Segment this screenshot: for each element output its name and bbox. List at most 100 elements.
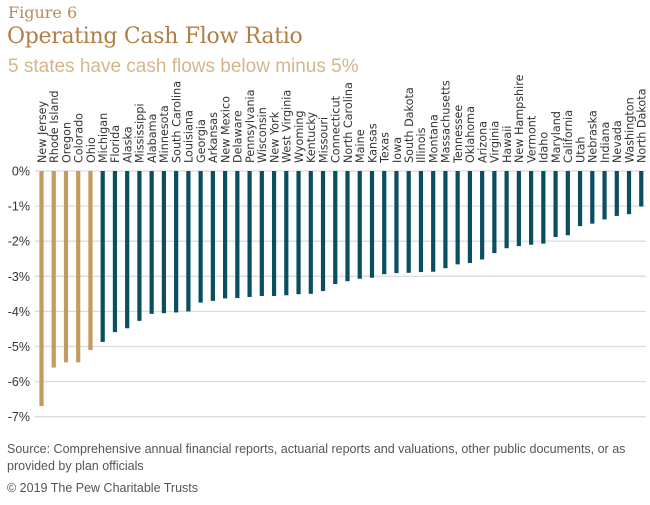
bar-vermont bbox=[529, 171, 534, 245]
y-tick-label: -7% bbox=[8, 410, 30, 424]
bar-michigan bbox=[100, 171, 105, 342]
x-tick-label: Wyoming bbox=[293, 110, 306, 163]
x-tick-label: South Carolina bbox=[170, 81, 183, 163]
y-tick-label: -1% bbox=[8, 200, 30, 214]
bar-delaware bbox=[235, 171, 240, 299]
bar-west-virginia bbox=[284, 171, 289, 296]
bar-arizona bbox=[480, 171, 485, 260]
bar-new-jersey bbox=[39, 171, 44, 407]
bar-connecticut bbox=[333, 171, 338, 285]
x-tick-label: Iowa bbox=[391, 137, 404, 163]
bar-tennessee bbox=[455, 171, 460, 265]
x-tick-label: Mississippi bbox=[134, 103, 147, 163]
y-tick-label: -3% bbox=[8, 270, 30, 284]
x-tick-label: Virginia bbox=[489, 121, 502, 163]
bar-pennsylvania bbox=[247, 171, 252, 298]
bar-texas bbox=[382, 171, 387, 275]
bar-south-carolina bbox=[174, 171, 179, 313]
x-tick-label: Texas bbox=[379, 132, 392, 164]
bar-new-mexico bbox=[223, 171, 228, 299]
copyright: © 2019 The Pew Charitable Trusts bbox=[7, 481, 199, 495]
bar-iowa bbox=[394, 171, 399, 274]
bar-chart: 0% -1% -2% -3% -4% -5% -6% -7% New Jersey Rhode … bbox=[8, 74, 649, 425]
bar-idaho bbox=[541, 171, 546, 244]
bar-kentucky bbox=[308, 171, 313, 294]
bar-south-dakota bbox=[406, 171, 411, 273]
bar-nebraska bbox=[590, 171, 595, 224]
x-tick-label: Minnesota bbox=[158, 105, 171, 163]
x-tick-label: Maryland bbox=[550, 111, 563, 163]
x-tick-label: Oregon bbox=[60, 122, 73, 163]
x-tick-label: Vermont bbox=[525, 115, 538, 163]
y-axis-ticks: 0% -1% -2% -3% -4% -5% -6% -7% bbox=[8, 165, 30, 425]
x-tick-label: Illinois bbox=[415, 127, 428, 163]
gridlines bbox=[35, 170, 646, 418]
x-tick-label: South Dakota bbox=[403, 87, 416, 163]
chart-title: Operating Cash Flow Ratio bbox=[7, 24, 303, 49]
bar-minnesota bbox=[161, 171, 166, 314]
x-tick-label: New Jersey bbox=[36, 101, 49, 163]
x-tick-label: Arizona bbox=[476, 121, 489, 163]
bar-alabama bbox=[149, 171, 154, 314]
x-tick-label: Georgia bbox=[195, 119, 208, 163]
x-tick-label: Idaho bbox=[538, 132, 551, 163]
x-tick-label: Kentucky bbox=[305, 112, 318, 163]
bar-florida bbox=[112, 171, 118, 333]
bar-washington bbox=[626, 171, 632, 215]
x-tick-label: Utah bbox=[574, 136, 587, 163]
x-tick-label: Indiana bbox=[599, 122, 612, 163]
x-tick-label: West Virginia bbox=[281, 90, 294, 163]
x-tick-label: North Carolina bbox=[342, 82, 355, 163]
bar-colorado bbox=[76, 171, 81, 363]
x-tick-label: Alaska bbox=[121, 126, 134, 163]
bar-north-carolina bbox=[345, 171, 350, 282]
y-tick-label: -6% bbox=[8, 375, 30, 389]
x-tick-label: Ohio bbox=[85, 137, 98, 163]
bar-oregon bbox=[63, 171, 69, 363]
bar-mississippi bbox=[137, 171, 142, 321]
chart-subtitle: 5 states have cash flows below minus 5% bbox=[8, 56, 359, 77]
bar-nevada bbox=[614, 171, 619, 216]
bar-ohio bbox=[88, 171, 93, 351]
x-tick-label: Nebraska bbox=[587, 110, 600, 163]
bar-maine bbox=[357, 171, 362, 279]
x-tick-label: Montana bbox=[427, 114, 440, 163]
y-tick-label: -2% bbox=[8, 235, 30, 249]
y-tick-label: 0% bbox=[12, 165, 30, 179]
source-note: Source: Comprehensive annual financial r… bbox=[7, 442, 626, 473]
bar-hawaii bbox=[504, 171, 509, 249]
bar-north-dakota bbox=[639, 171, 644, 207]
bar-indiana bbox=[602, 171, 607, 220]
x-tick-label: Oklahoma bbox=[464, 106, 477, 163]
bar-missouri bbox=[320, 171, 326, 292]
bar-arkansas bbox=[210, 171, 215, 301]
bar-kansas bbox=[369, 171, 375, 278]
x-tick-label: Louisiana bbox=[183, 110, 196, 163]
bar-illinois bbox=[418, 171, 424, 273]
x-tick-label: Michigan bbox=[97, 113, 110, 163]
y-tick-label: -4% bbox=[8, 305, 30, 319]
bar-wisconsin bbox=[259, 171, 264, 296]
bar-alaska bbox=[125, 171, 130, 329]
x-tick-label: Alabama bbox=[146, 114, 159, 163]
y-tick-label: -5% bbox=[8, 340, 30, 354]
bars bbox=[39, 171, 644, 407]
x-tick-label: New Hampshire bbox=[513, 74, 526, 163]
x-tick-label: Pennsylvania bbox=[244, 90, 257, 164]
x-tick-label: Kansas bbox=[366, 123, 379, 163]
x-tick-label: Florida bbox=[109, 125, 122, 163]
bar-massachusetts bbox=[443, 171, 448, 269]
x-tick-label: Arkansas bbox=[207, 112, 220, 163]
bar-new-york bbox=[271, 171, 277, 296]
x-tick-label: Wisconsin bbox=[256, 107, 269, 163]
x-tick-label: Hawaii bbox=[501, 126, 514, 164]
x-axis-labels: New Jersey Rhode Island Oregon Colorado Ohio… bbox=[36, 74, 649, 164]
bar-oklahoma bbox=[467, 171, 472, 263]
x-tick-label: Tennessee bbox=[452, 105, 465, 164]
bar-utah bbox=[577, 171, 583, 227]
bar-montana bbox=[431, 171, 436, 272]
x-tick-label: New Mexico bbox=[219, 96, 232, 163]
x-tick-label: Rhode Island bbox=[48, 90, 61, 163]
bar-louisiana bbox=[186, 171, 191, 312]
x-tick-label: Massachusetts bbox=[440, 80, 453, 163]
